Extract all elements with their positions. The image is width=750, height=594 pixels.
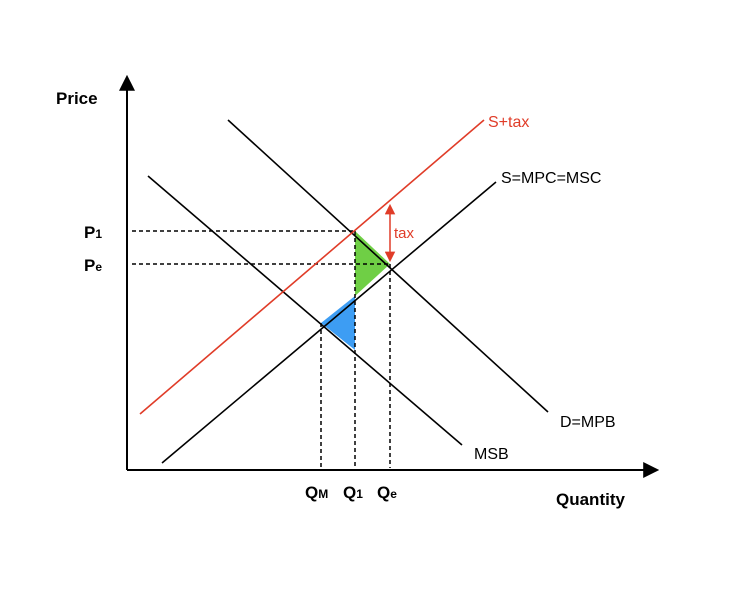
msb-label: MSB (474, 446, 509, 463)
supply-tax-label: S+tax (488, 114, 529, 131)
tax-arrow-label: tax (394, 225, 415, 242)
demand-label: D=MPB (560, 414, 616, 431)
q1-label: Q1 (343, 483, 363, 502)
qe-label: Qe (377, 483, 397, 502)
supply-label: S=MPC=MSC (501, 170, 601, 187)
p1-label: P1 (84, 223, 102, 242)
supply-curve (161, 181, 497, 464)
x-axis-label: Quantity (556, 490, 625, 509)
blue-welfare-triangle (321, 296, 355, 350)
msb-curve (147, 175, 463, 446)
qm-label: QM (305, 483, 328, 502)
supply-tax-curve (139, 119, 485, 415)
y-axis-label: Price (56, 89, 98, 108)
demand-curve (227, 119, 549, 413)
pe-label: Pe (84, 256, 102, 275)
